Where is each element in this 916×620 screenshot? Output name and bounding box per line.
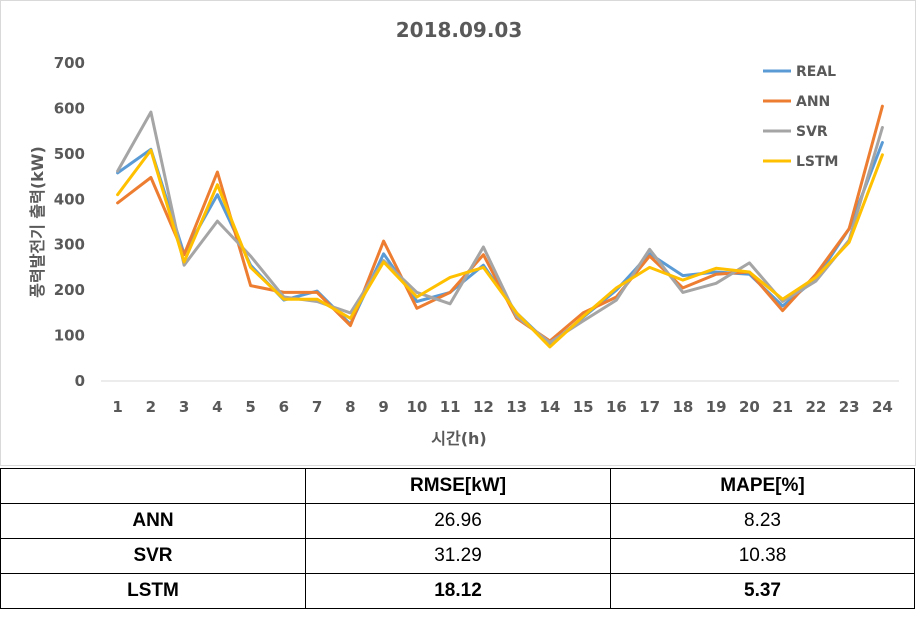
x-tick-label: 3: [179, 398, 189, 416]
y-tick-label: 400: [54, 190, 85, 208]
table-header-row: RMSE[kW] MAPE[%]: [0, 468, 915, 504]
x-tick-label: 16: [606, 398, 627, 416]
x-tick-label: 1: [112, 398, 122, 416]
x-tick-label: 12: [473, 398, 494, 416]
y-axis-title: 풍력발전기 출력(kW): [28, 146, 47, 298]
x-tick-label: 2: [146, 398, 156, 416]
table-cell-mape: 5.37: [610, 573, 915, 609]
y-tick-label: 500: [54, 145, 85, 163]
table-header-empty: [0, 468, 306, 504]
y-tick-label: 600: [54, 99, 85, 117]
y-tick-label: 200: [54, 281, 85, 299]
x-tick-label: 17: [639, 398, 660, 416]
x-tick-label: 9: [378, 398, 388, 416]
x-tick-label: 22: [805, 398, 826, 416]
table-cell-rmse: 18.12: [305, 573, 611, 609]
table-row-ann: ANN 26.96 8.23: [0, 503, 915, 539]
series-line-lstm: [116, 148, 884, 349]
y-tick-label: 300: [54, 236, 85, 254]
table-cell-rmse: 31.29: [305, 538, 611, 574]
x-tick-label: 13: [506, 398, 527, 416]
legend-label-ann: ANN: [796, 94, 830, 110]
table-cell-mape: 10.38: [610, 538, 915, 574]
x-tick-label: 11: [440, 398, 461, 416]
table-row-lstm: LSTM 18.12 5.37: [0, 573, 915, 609]
table-header-mape: MAPE[%]: [610, 468, 915, 504]
results-table: RMSE[kW] MAPE[%] ANN 26.96 8.23 SVR 31.2…: [0, 468, 915, 609]
x-tick-label: 8: [345, 398, 355, 416]
chart-area: 2018.09.03 0 100 200 300 400 500 600 700 1 2 3 4 5 6 7 8…: [0, 0, 916, 466]
x-tick-label: 6: [279, 398, 289, 416]
x-tick-label: 7: [312, 398, 322, 416]
table-cell-model: SVR: [0, 538, 306, 574]
x-tick-label: 24: [872, 398, 893, 416]
y-tick-label: 0: [75, 372, 85, 390]
y-tick-label: 100: [54, 327, 85, 345]
legend-label-real: REAL: [796, 64, 836, 80]
x-tick-label: 14: [539, 398, 560, 416]
table-cell-model: LSTM: [0, 573, 306, 609]
legend-label-lstm: LSTM: [796, 154, 839, 170]
table-cell-rmse: 26.96: [305, 503, 611, 539]
x-tick-label: 23: [839, 398, 860, 416]
x-tick-label: 10: [406, 398, 427, 416]
x-tick-label: 5: [245, 398, 255, 416]
table-row-svr: SVR 31.29 10.38: [0, 538, 915, 574]
x-tick-label: 18: [672, 398, 693, 416]
legend-label-svr: SVR: [796, 124, 828, 140]
chart-title: 2018.09.03: [396, 18, 523, 42]
x-tick-label: 19: [706, 398, 727, 416]
x-tick-label: 21: [772, 398, 793, 416]
x-tick-label: 4: [212, 398, 222, 416]
x-tick-label: 20: [739, 398, 760, 416]
x-tick-label: 15: [573, 398, 594, 416]
table-header-rmse: RMSE[kW]: [305, 468, 611, 504]
series-line-real: [116, 141, 884, 347]
table-cell-model: ANN: [0, 503, 306, 539]
y-tick-label: 700: [54, 54, 85, 72]
x-axis-title: 시간(h): [431, 429, 486, 448]
table-cell-mape: 8.23: [610, 503, 915, 539]
